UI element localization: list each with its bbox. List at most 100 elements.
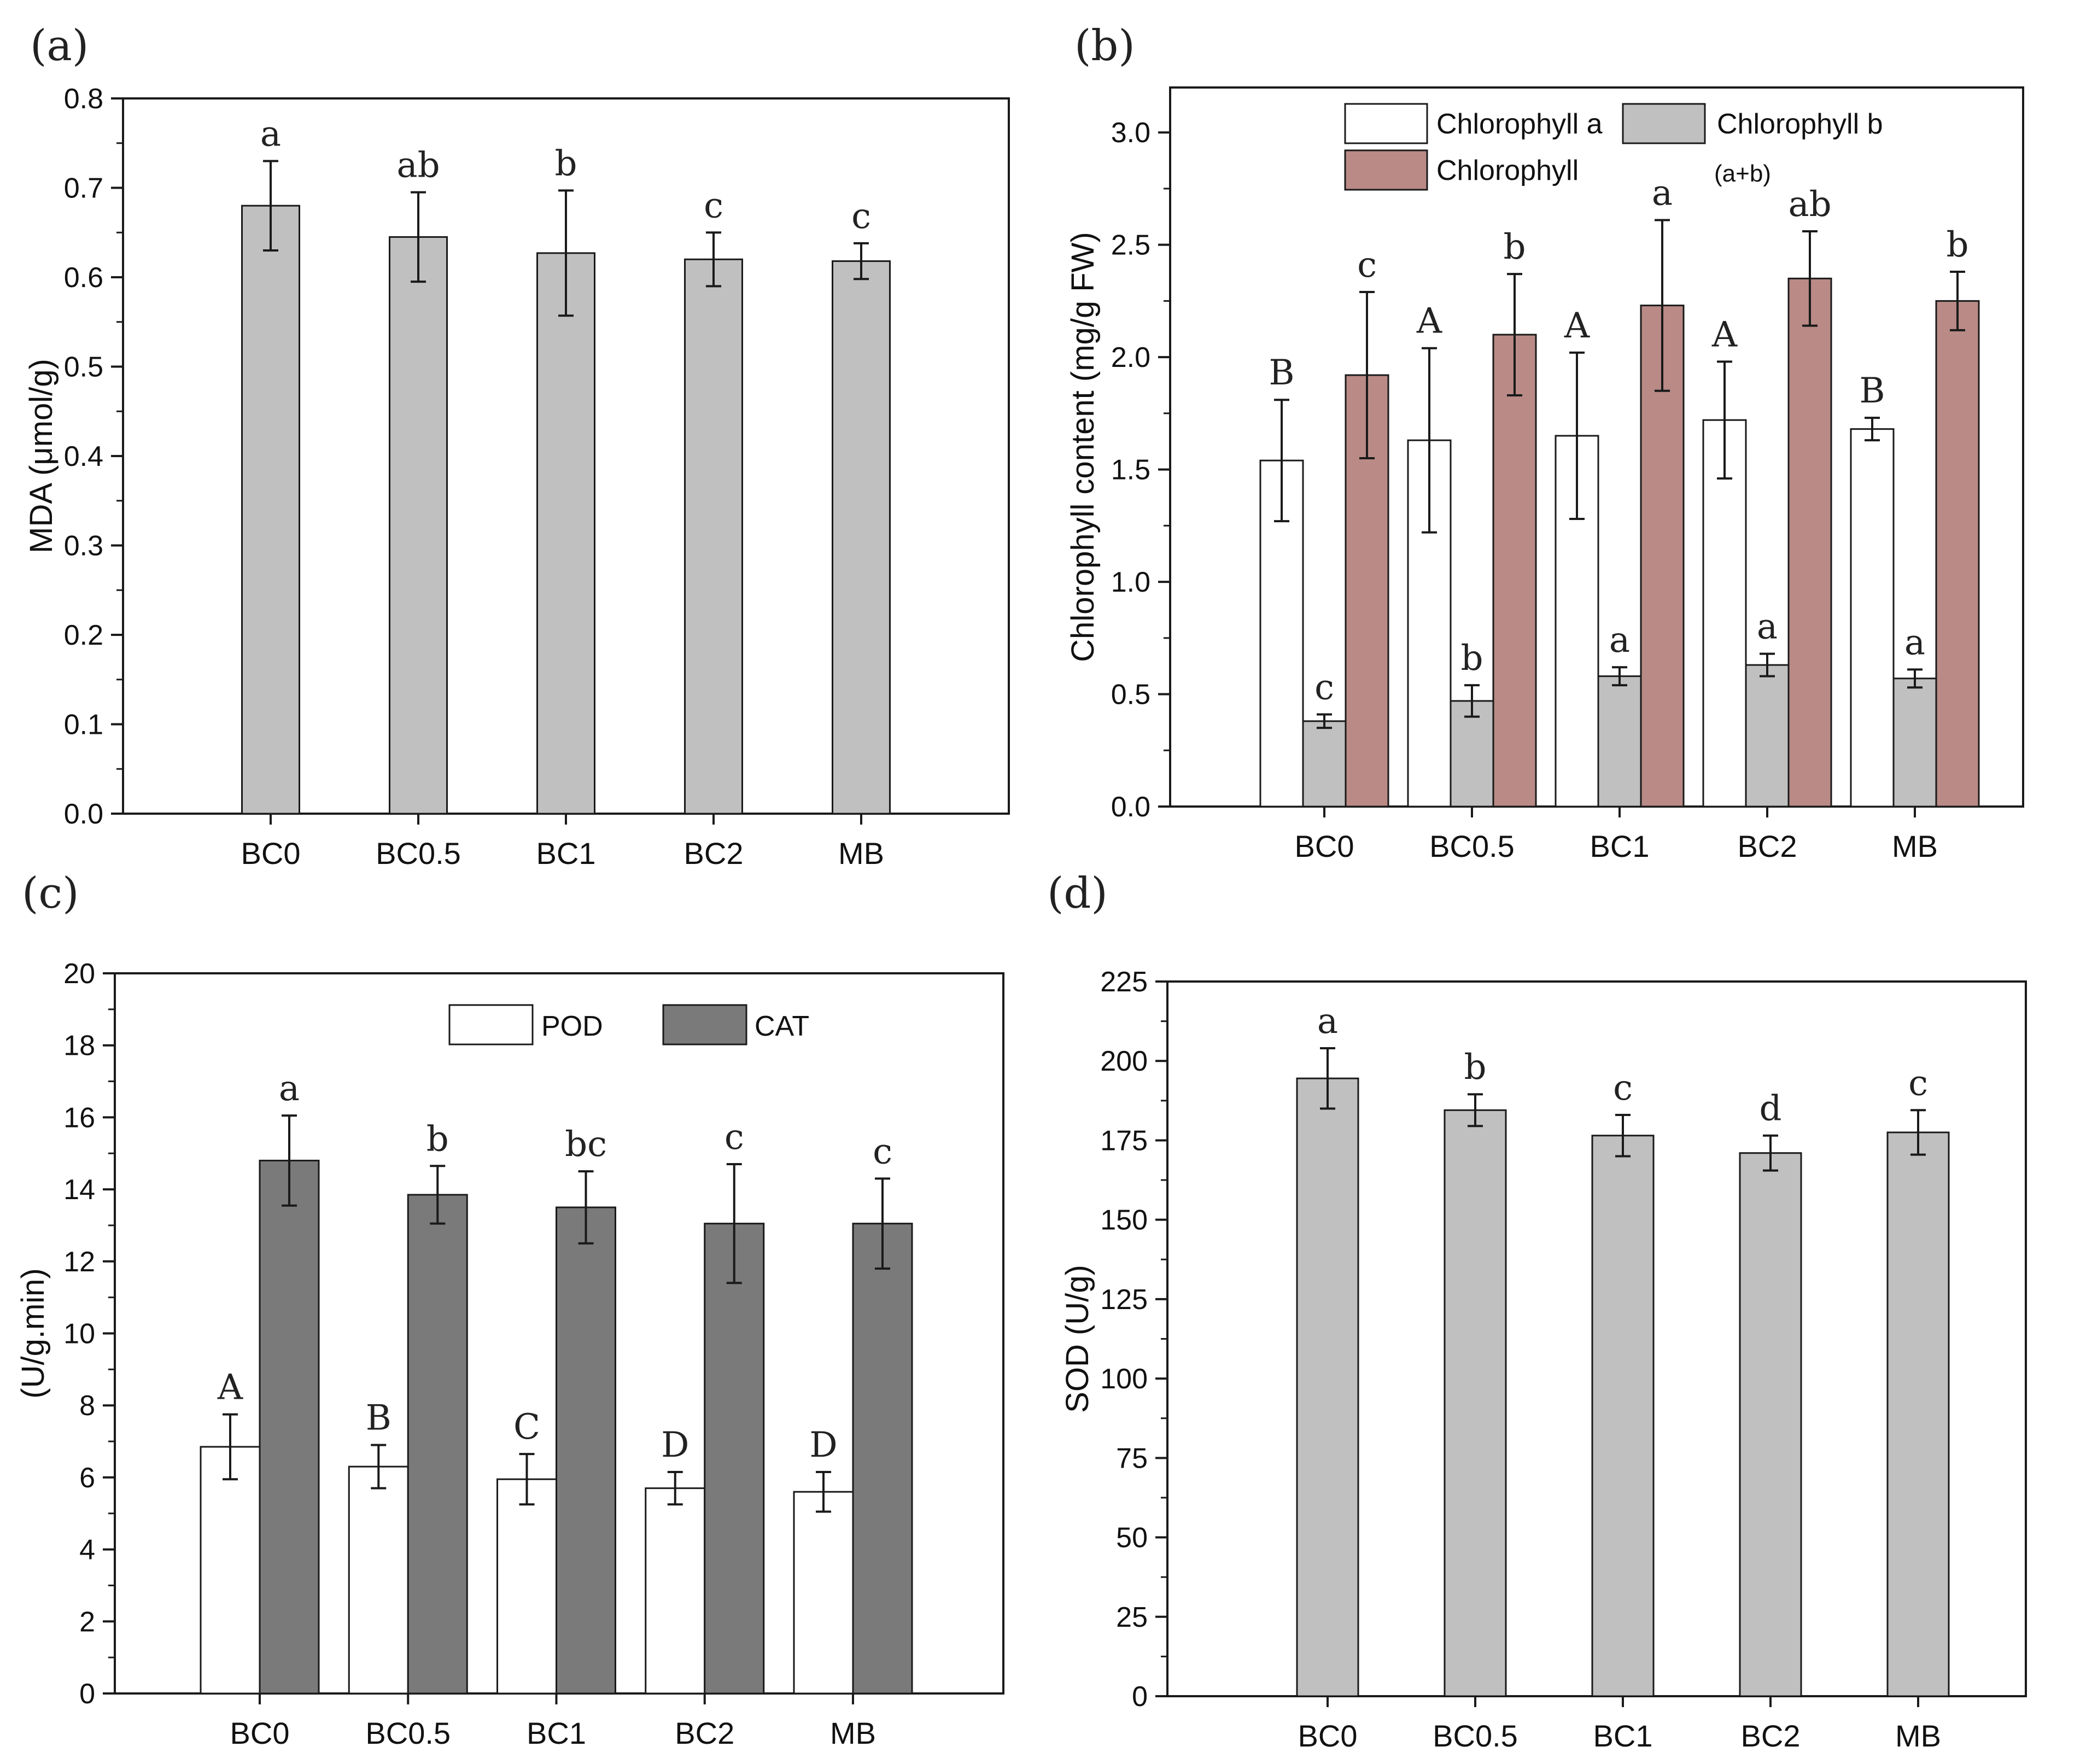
y-tick-label: 0.8 <box>64 83 103 115</box>
legend-note: (a+b) <box>1714 160 1771 187</box>
y-axis-title: (U/g.min) <box>15 1268 51 1398</box>
y-tick-label: 25 <box>1116 1602 1148 1633</box>
bar-mda <box>241 205 300 815</box>
significance-label: c <box>1613 1068 1633 1108</box>
y-tick-label: 0.1 <box>64 709 103 741</box>
significance-label: b <box>426 1119 449 1159</box>
y-tick-label: 0.5 <box>64 352 103 383</box>
y-tick-label: 0.0 <box>1111 791 1150 823</box>
significance-label: A <box>1711 314 1738 355</box>
y-axis-title: Chlorophyll content (mg/g FW) <box>1065 232 1101 662</box>
significance-label: B <box>1269 353 1294 393</box>
x-tick-label: BC1 <box>536 836 596 871</box>
y-tick-label: 225 <box>1100 966 1148 998</box>
x-tick-label: BC2 <box>684 836 744 871</box>
bar-chlorophyll-b <box>1745 664 1790 808</box>
bar-mda <box>832 260 891 815</box>
significance-label: c <box>1314 668 1334 708</box>
significance-label: a <box>279 1068 300 1109</box>
chart-panel-a: (a) 0.0 0.1 0.2 0.3 0.4 0.5 0.6 0.7 0.8 MDA (μmol/… <box>24 21 1010 871</box>
y-tick-label: 0.0 <box>64 798 103 830</box>
y-tick-label: 16 <box>63 1102 95 1134</box>
panel-label: (c) <box>22 869 79 918</box>
significance-label: c <box>724 1117 744 1158</box>
legend-label: Chlorophyll <box>1436 155 1579 186</box>
y-tick-label: 4 <box>79 1534 95 1566</box>
panel-label: (d) <box>1047 869 1108 918</box>
y-tick-label: 50 <box>1116 1522 1148 1554</box>
significance-label: c <box>1357 245 1377 285</box>
y-tick-label: 0.3 <box>64 530 103 562</box>
bar-cat <box>407 1194 468 1695</box>
significance-label: D <box>809 1425 837 1465</box>
x-tick-label: BC0 <box>1298 1719 1358 1753</box>
significance-label: c <box>873 1131 892 1172</box>
y-tick-label: 14 <box>63 1174 95 1206</box>
significance-label: a <box>1757 607 1778 647</box>
significance-label: b <box>1464 1047 1487 1088</box>
x-tick-label: MB <box>1892 829 1938 863</box>
bar-pod <box>200 1446 261 1695</box>
y-tick-label: 175 <box>1100 1125 1148 1156</box>
significance-label: A <box>1416 301 1442 342</box>
x-tick-label: BC0.5 <box>365 1716 451 1750</box>
y-tick-label: 1.0 <box>1111 566 1150 598</box>
bar-cat <box>852 1223 913 1695</box>
significance-label: a <box>1609 620 1630 661</box>
bar-pod <box>496 1478 557 1695</box>
bar-sod <box>1591 1135 1655 1697</box>
y-tick-label: 8 <box>79 1390 95 1422</box>
bar-sod <box>1444 1109 1507 1697</box>
panel-label: (a) <box>30 21 89 71</box>
chart-panel-c: (c) 0 2 4 6 8 10 12 14 16 18 20 (U/g.min) BC0 Aa BC0.5 B… <box>15 869 1004 1750</box>
significance-label: ab <box>1788 184 1831 225</box>
bar-cat <box>704 1223 765 1695</box>
x-tick-label: BC0.5 <box>1433 1719 1518 1753</box>
bar-pod <box>348 1465 409 1695</box>
significance-label: a <box>1317 1001 1338 1042</box>
y-tick-label: 0.6 <box>64 262 103 294</box>
significance-label: B <box>366 1398 392 1439</box>
significance-label: a <box>1904 622 1925 663</box>
x-tick-label: BC2 <box>1738 829 1797 863</box>
bar-pod <box>645 1487 706 1695</box>
y-tick-label: 125 <box>1100 1284 1148 1316</box>
bar-mda <box>536 252 595 815</box>
y-tick-label: 0.2 <box>64 620 103 651</box>
bar-cat <box>259 1159 320 1695</box>
legend-swatch <box>1622 103 1706 144</box>
y-tick-label: 75 <box>1116 1442 1148 1474</box>
x-tick-label: MB <box>838 836 884 871</box>
legend-swatch <box>1344 103 1428 144</box>
x-tick-label: MB <box>1895 1719 1941 1753</box>
y-tick-label: 2 <box>79 1606 95 1638</box>
bar-sod <box>1739 1152 1802 1697</box>
x-tick-label: BC1 <box>1590 829 1650 863</box>
significance-label: bc <box>565 1124 607 1165</box>
x-tick-label: BC0.5 <box>1429 829 1515 863</box>
bar-cat <box>556 1206 616 1695</box>
significance-label: B <box>1859 371 1885 411</box>
y-tick-label: 0.7 <box>64 173 103 205</box>
bar-sod <box>1296 1077 1359 1697</box>
significance-label: d <box>1760 1089 1782 1129</box>
x-tick-label: BC0 <box>230 1716 290 1750</box>
significance-label: b <box>1461 638 1483 679</box>
significance-label: b <box>555 143 577 184</box>
y-tick-label: 150 <box>1100 1205 1148 1236</box>
significance-label: a <box>1652 173 1673 213</box>
significance-label: A <box>1564 306 1590 346</box>
y-tick-label: 0 <box>1132 1681 1148 1713</box>
bar-chlorophyll <box>1787 277 1832 808</box>
legend-swatch <box>448 1004 534 1045</box>
bar-chlorophyll-b <box>1892 677 1937 808</box>
x-tick-label: BC2 <box>1741 1719 1801 1753</box>
bar-chlorophyll-b <box>1302 720 1347 808</box>
bar-mda <box>684 258 743 815</box>
legend-label: CAT <box>755 1010 809 1042</box>
x-tick-label: BC2 <box>675 1716 734 1750</box>
x-tick-label: BC0 <box>1295 829 1354 863</box>
significance-label: b <box>1504 227 1526 267</box>
y-tick-label: 6 <box>79 1462 95 1494</box>
